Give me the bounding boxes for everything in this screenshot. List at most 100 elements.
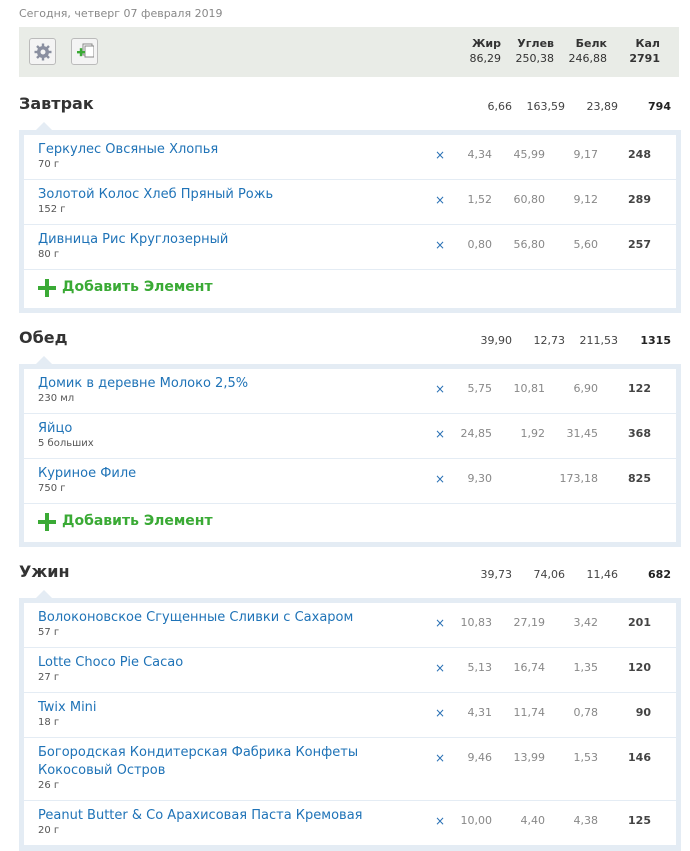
food-fat: 4,34 [467, 148, 493, 161]
food-fat: 10,83 [460, 616, 493, 629]
remove-icon[interactable]: × [435, 706, 446, 720]
meal-caret [36, 122, 52, 130]
food-protein: 1,35 [573, 661, 599, 674]
food-protein: 4,38 [573, 814, 599, 827]
meal-total-protein: 23,89 [586, 100, 619, 113]
food-cal: 257 [628, 238, 651, 251]
food-amount: 20 г [38, 825, 60, 836]
meal-caret [36, 356, 52, 364]
food-row: Богородская Кондитерская Фабрика Конфеты… [24, 738, 676, 801]
remove-icon[interactable]: × [435, 382, 446, 396]
header-cal-value: 2791 [629, 52, 660, 65]
food-carbs: 16,74 [513, 661, 546, 674]
header-protein: Белк 246,88 [547, 37, 608, 65]
food-name-link[interactable]: Twix Mini [38, 700, 97, 715]
food-amount: 230 мл [38, 393, 75, 404]
meal-items-list: Волоконовское Сгущенные Сливки с Сахаром… [24, 603, 676, 846]
meal-caret [36, 590, 52, 598]
food-name-link[interactable]: Lotte Choco Pie Cacao [38, 655, 184, 670]
food-protein: 9,12 [573, 193, 599, 206]
gear-icon [34, 43, 52, 61]
food-protein: 6,90 [573, 382, 599, 395]
remove-icon[interactable]: × [435, 238, 446, 252]
remove-icon[interactable]: × [435, 751, 446, 765]
remove-icon[interactable]: × [435, 472, 446, 486]
meal-total-cal: 1315 [640, 334, 671, 347]
remove-icon[interactable]: × [435, 148, 446, 162]
food-fat: 5,13 [467, 661, 493, 674]
meal-total-protein: 211,53 [579, 334, 619, 347]
remove-icon[interactable]: × [435, 616, 446, 630]
meal-title: Обед [19, 328, 68, 347]
food-name-link[interactable]: Геркулес Овсяные Хлопья [38, 142, 219, 157]
meal-title: Завтрак [19, 94, 94, 113]
meal-items-list: Домик в деревне Молоко 2,5% 230 мл × 5,75 10… [24, 369, 676, 542]
header-cal-label: Кал [635, 37, 660, 50]
meal-total-carbs: 163,59 [526, 100, 566, 113]
add-item-button[interactable]: Добавить Элемент [24, 504, 676, 542]
remove-icon[interactable]: × [435, 427, 446, 441]
food-cal: 122 [628, 382, 651, 395]
food-name-link[interactable]: Богородская Кондитерская Фабрика Конфеты… [38, 745, 359, 778]
food-name-link[interactable]: Куриное Филе [38, 466, 137, 481]
food-name-link[interactable]: Дивница Рис Круглозерный [38, 232, 229, 247]
meal-total-carbs: 74,06 [533, 568, 566, 581]
food-fat: 10,00 [460, 814, 493, 827]
food-row: Lotte Choco Pie Cacao 27 г × 5,13 16,74 1,35 1… [24, 648, 676, 693]
remove-icon[interactable]: × [435, 814, 446, 828]
food-cal: 248 [628, 148, 651, 161]
add-item-button[interactable]: Добавить Элемент [24, 270, 676, 308]
food-carbs: 27,19 [513, 616, 546, 629]
header-carbs-label: Углев [517, 37, 554, 50]
food-carbs: 10,81 [513, 382, 546, 395]
food-name-link[interactable]: Золотой Колос Хлеб Пряный Рожь [38, 187, 274, 202]
food-fat: 24,85 [460, 427, 493, 440]
settings-button[interactable] [29, 38, 56, 65]
food-carbs: 4,40 [520, 814, 546, 827]
food-cal: 825 [628, 472, 651, 485]
add-copy-icon [77, 43, 94, 58]
date-label: Сегодня, четверг 07 февраля 2019 [19, 7, 223, 20]
food-row: Волоконовское Сгущенные Сливки с Сахаром… [24, 603, 676, 648]
food-row: Домик в деревне Молоко 2,5% 230 мл × 5,75 10… [24, 369, 676, 414]
food-protein: 0,78 [573, 706, 599, 719]
food-row: Яйцо 5 больших × 24,85 1,92 31,45 368 [24, 414, 676, 459]
food-row: Куриное Филе 750 г × 9,30 173,18 825 [24, 459, 676, 504]
header-fat-label: Жир [471, 37, 501, 50]
remove-icon[interactable]: × [435, 193, 446, 207]
food-row: Золотой Колос Хлеб Пряный Рожь 152 г × 1,52… [24, 180, 676, 225]
food-protein: 31,45 [566, 427, 599, 440]
header-carbs: Углев 250,38 [494, 37, 555, 65]
header-cal: Кал 2791 [600, 37, 660, 65]
food-amount: 27 г [38, 672, 60, 683]
food-cal: 90 [635, 706, 651, 719]
food-row: Геркулес Овсяные Хлопья 70 г × 4,34 45,99 9,1… [24, 135, 676, 180]
food-cal: 146 [628, 751, 651, 764]
meal-title: Ужин [19, 562, 70, 581]
food-row: Дивница Рис Круглозерный 80 г × 0,80 56,80 5,… [24, 225, 676, 270]
header-protein-value: 246,88 [568, 52, 608, 65]
food-protein: 9,17 [573, 148, 599, 161]
meal-total-cal: 682 [648, 568, 671, 581]
meal-total-fat: 39,73 [480, 568, 513, 581]
food-cal: 120 [628, 661, 651, 674]
food-name-link[interactable]: Яйцо [38, 421, 73, 436]
food-carbs: 13,99 [513, 751, 546, 764]
header-fat-value: 86,29 [469, 52, 502, 65]
food-protein: 3,42 [573, 616, 599, 629]
food-protein: 5,60 [573, 238, 599, 251]
food-fat: 9,46 [467, 751, 493, 764]
meal-panel: Домик в деревне Молоко 2,5% 230 мл × 5,75 10… [19, 364, 681, 547]
food-cal: 125 [628, 814, 651, 827]
food-name-link[interactable]: Peanut Butter & Co Арахисовая Паста Крем… [38, 808, 363, 823]
food-fat: 5,75 [467, 382, 493, 395]
header-fat: Жир 86,29 [441, 37, 502, 65]
header-protein-label: Белк [575, 37, 607, 50]
add-copy-button[interactable] [71, 38, 98, 65]
food-name-link[interactable]: Домик в деревне Молоко 2,5% [38, 376, 249, 391]
food-name-link[interactable]: Волоконовское Сгущенные Сливки с Сахаром [38, 610, 354, 625]
food-cal: 289 [628, 193, 651, 206]
remove-icon[interactable]: × [435, 661, 446, 675]
meal-total-fat: 6,66 [487, 100, 513, 113]
food-amount: 57 г [38, 627, 60, 638]
